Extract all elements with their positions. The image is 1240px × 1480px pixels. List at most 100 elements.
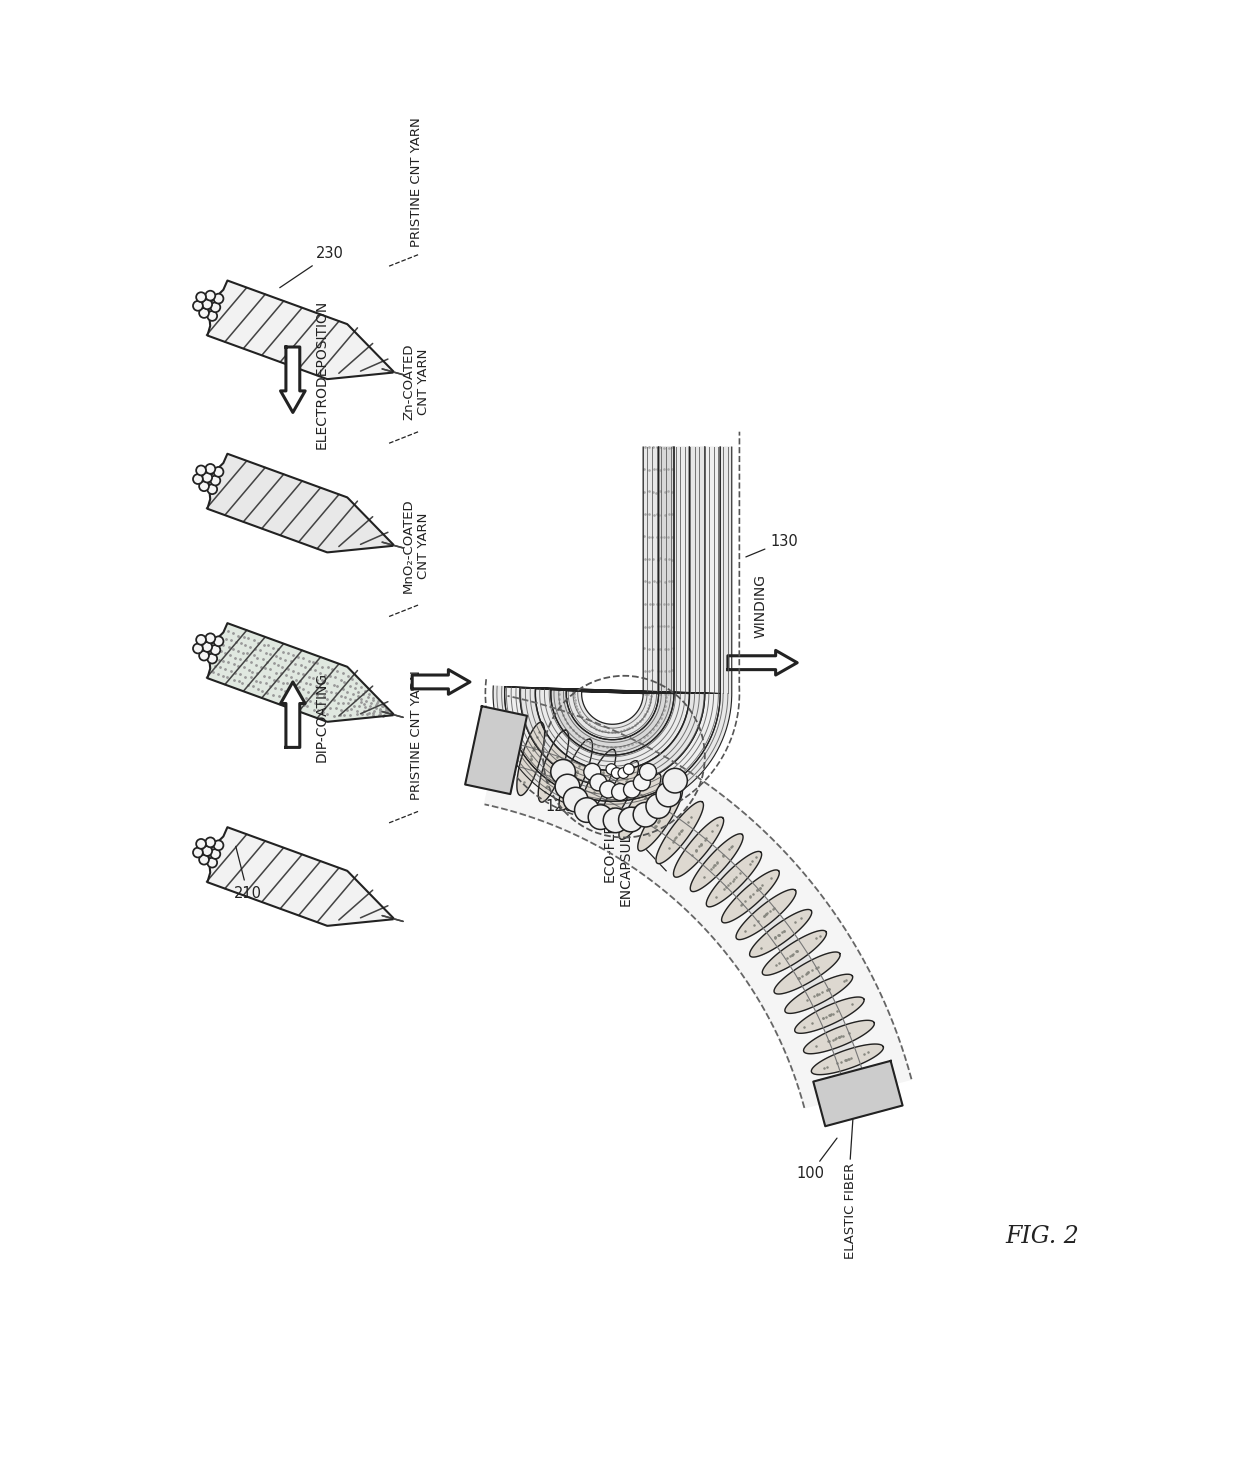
Circle shape [584, 764, 600, 780]
Polygon shape [722, 870, 779, 924]
Polygon shape [619, 773, 661, 839]
Circle shape [574, 798, 599, 823]
Polygon shape [656, 802, 703, 864]
Polygon shape [536, 447, 689, 771]
Circle shape [211, 475, 221, 485]
Text: Zn-COATED
CNT YARN: Zn-COATED CNT YARN [402, 343, 430, 420]
Text: DIP-COATING: DIP-COATING [315, 672, 329, 762]
Polygon shape [520, 447, 704, 786]
Circle shape [200, 481, 210, 491]
Polygon shape [811, 1043, 883, 1074]
Circle shape [634, 802, 658, 827]
Circle shape [196, 466, 206, 475]
Text: ECO-FLEX
ENCAPSULATION: ECO-FLEX ENCAPSULATION [603, 790, 632, 906]
Polygon shape [538, 730, 569, 802]
Circle shape [206, 290, 216, 300]
Polygon shape [637, 787, 682, 851]
Circle shape [213, 841, 223, 850]
Polygon shape [707, 851, 761, 907]
Polygon shape [207, 454, 393, 552]
Polygon shape [737, 889, 796, 940]
Circle shape [193, 300, 203, 311]
Text: ELASTIC FIBER: ELASTIC FIBER [843, 1163, 857, 1259]
Circle shape [563, 787, 588, 813]
Polygon shape [579, 749, 616, 818]
Circle shape [556, 774, 580, 799]
Polygon shape [818, 1069, 892, 1097]
Circle shape [606, 764, 616, 774]
Circle shape [207, 858, 217, 867]
Circle shape [213, 468, 223, 477]
Circle shape [624, 764, 634, 774]
Polygon shape [495, 716, 521, 790]
Circle shape [206, 463, 216, 474]
Circle shape [624, 781, 641, 798]
Circle shape [634, 774, 650, 790]
Circle shape [640, 764, 656, 780]
Text: ELECTRODEPOSITION: ELECTRODEPOSITION [315, 299, 329, 448]
Circle shape [200, 651, 210, 660]
Text: 210: 210 [233, 847, 262, 900]
Polygon shape [691, 833, 743, 891]
Circle shape [211, 850, 221, 858]
Circle shape [206, 633, 216, 644]
Circle shape [211, 645, 221, 654]
Polygon shape [280, 682, 305, 747]
Circle shape [618, 768, 629, 778]
Circle shape [207, 484, 217, 494]
Circle shape [202, 847, 212, 855]
Circle shape [551, 759, 575, 784]
Text: PRISTINE CNT YARN: PRISTINE CNT YARN [409, 670, 423, 799]
Polygon shape [600, 761, 639, 829]
Text: MnO₂-COATED
CNT YARN: MnO₂-COATED CNT YARN [402, 499, 430, 593]
Polygon shape [207, 281, 393, 379]
Circle shape [662, 768, 687, 793]
Circle shape [196, 635, 206, 645]
Text: 130: 130 [746, 534, 799, 556]
Circle shape [196, 839, 206, 850]
Circle shape [193, 474, 203, 484]
Circle shape [202, 642, 212, 651]
Polygon shape [774, 952, 841, 995]
Polygon shape [795, 998, 864, 1033]
Circle shape [193, 644, 203, 653]
Polygon shape [728, 650, 797, 675]
Polygon shape [280, 346, 305, 413]
Polygon shape [763, 931, 827, 975]
Circle shape [202, 299, 212, 309]
Circle shape [611, 768, 622, 778]
Circle shape [196, 292, 206, 302]
Polygon shape [207, 623, 393, 722]
Polygon shape [494, 447, 732, 813]
Text: 230: 230 [280, 247, 343, 287]
Circle shape [202, 472, 212, 482]
Text: PRISTINE CNT YARN: PRISTINE CNT YARN [409, 117, 423, 247]
Polygon shape [750, 910, 812, 958]
Circle shape [200, 855, 210, 864]
Text: WINDING: WINDING [753, 574, 768, 638]
Circle shape [590, 774, 606, 790]
Circle shape [646, 793, 671, 818]
Circle shape [200, 308, 210, 318]
Circle shape [588, 805, 613, 829]
Circle shape [213, 293, 223, 303]
Circle shape [193, 848, 203, 857]
Polygon shape [813, 1061, 903, 1126]
Polygon shape [785, 974, 853, 1014]
Circle shape [213, 636, 223, 647]
Polygon shape [412, 669, 470, 694]
Circle shape [600, 781, 616, 798]
Circle shape [619, 807, 644, 832]
Circle shape [206, 838, 216, 847]
Text: 120: 120 [546, 781, 589, 814]
Circle shape [603, 808, 627, 833]
Circle shape [656, 783, 681, 807]
Polygon shape [804, 1020, 874, 1054]
Polygon shape [673, 817, 724, 878]
Circle shape [611, 783, 629, 801]
Polygon shape [485, 696, 911, 1109]
Polygon shape [551, 447, 675, 755]
Polygon shape [494, 740, 868, 1097]
Polygon shape [567, 447, 658, 740]
Circle shape [207, 654, 217, 663]
